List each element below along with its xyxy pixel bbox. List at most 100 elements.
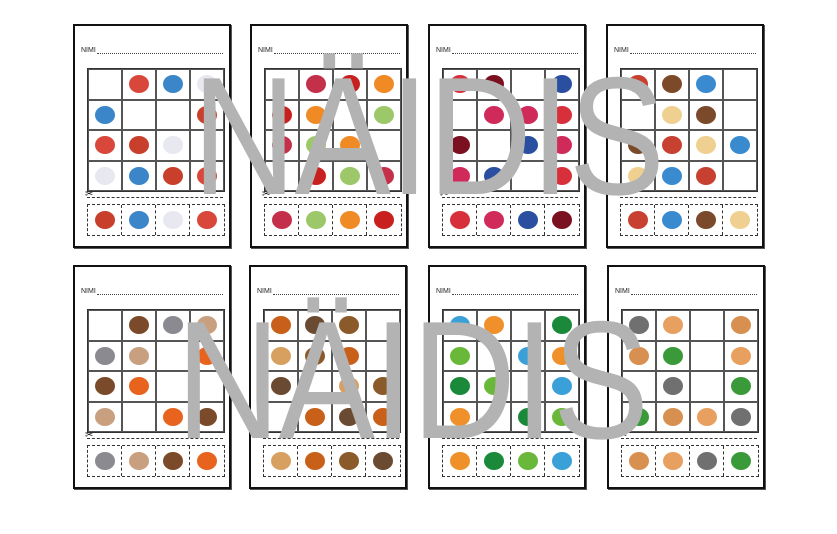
worksheet-card[interactable]: NIMI ✂ — [249, 265, 407, 489]
cutout-strip — [264, 204, 402, 236]
cutout-piece — [724, 446, 758, 476]
turtle-icon — [629, 407, 649, 426]
grid-cell — [511, 130, 545, 161]
cutout-piece — [156, 205, 190, 235]
grid-cell — [690, 310, 724, 341]
hamster-icon — [731, 346, 751, 365]
cabbage-icon — [340, 166, 360, 185]
worksheet-card[interactable]: NIMI ✂ — [606, 24, 764, 248]
cutout-piece — [298, 446, 332, 476]
horse-icon — [628, 166, 648, 185]
beaver-icon — [305, 346, 325, 365]
grid-cell — [511, 371, 545, 402]
train-icon — [662, 136, 682, 155]
bin-icon — [518, 407, 538, 426]
grid-cell — [156, 99, 190, 130]
grid-cell — [88, 130, 122, 161]
grid-cell — [366, 340, 400, 371]
cherry-icon — [484, 75, 504, 94]
cutout-piece — [622, 446, 656, 476]
beaver-icon — [338, 452, 359, 470]
worksheet-card[interactable]: NIMI ✂ — [428, 265, 586, 489]
train-icon — [696, 166, 716, 185]
grid-cell — [656, 371, 690, 402]
plane-icon — [163, 136, 183, 155]
grid-cell — [88, 371, 122, 402]
grid-cell — [622, 310, 656, 341]
puzzle-grid — [263, 309, 401, 433]
truck-icon — [662, 166, 682, 185]
bear-icon — [662, 75, 682, 94]
cutout-piece — [477, 205, 511, 235]
grid-cell — [724, 401, 758, 432]
worksheet-card[interactable]: NIMI ✂ — [73, 24, 231, 248]
grid-cell — [511, 340, 545, 371]
grid-cell — [122, 401, 156, 432]
grid-cell — [477, 401, 511, 432]
grid-cell — [298, 401, 332, 432]
cut-line — [87, 197, 223, 198]
grid-cell — [723, 160, 757, 191]
bear-icon — [695, 211, 716, 229]
grid-cell — [88, 99, 122, 130]
grid-cell — [511, 310, 545, 341]
name-field: NIMI — [257, 288, 399, 295]
cat-icon — [731, 407, 751, 426]
cutout-piece — [88, 446, 122, 476]
worksheet-card[interactable]: NIMI ✂ — [73, 265, 231, 489]
grid-cell — [298, 340, 332, 371]
grid-cell — [655, 160, 689, 191]
grid-cell — [298, 310, 332, 341]
cutout-piece — [545, 446, 579, 476]
cutout-piece — [190, 205, 224, 235]
hedgehog-icon — [305, 316, 325, 335]
grid-cell — [621, 69, 655, 100]
plane-icon — [197, 75, 217, 94]
grid-cell — [477, 160, 511, 191]
grid-cell — [332, 371, 366, 402]
name-field: NIMI — [615, 288, 757, 295]
grid-cell — [443, 130, 477, 161]
puzzle-grid — [87, 68, 225, 192]
grid-cell — [190, 160, 224, 191]
cutout-piece — [88, 205, 122, 235]
rabbit-icon — [95, 407, 115, 426]
hamster-icon — [697, 407, 717, 426]
blueberry-icon — [484, 166, 504, 185]
grid-cell — [655, 69, 689, 100]
grid-cell — [689, 160, 723, 191]
squirrel-icon — [373, 407, 393, 426]
grid-cell — [477, 130, 511, 161]
grid-cell — [122, 310, 156, 341]
cutout-piece — [511, 205, 545, 235]
puzzle-grid — [442, 309, 580, 433]
worksheet-card[interactable]: NIMI ✂ — [607, 265, 765, 489]
grid-cell — [545, 371, 579, 402]
dog-icon — [629, 346, 649, 365]
worksheet-card[interactable]: NIMI ✂ — [250, 24, 408, 248]
grid-cell — [367, 160, 401, 191]
bear-icon — [129, 316, 149, 335]
worksheet-card[interactable]: NIMI ✂ — [428, 24, 586, 248]
cut-line — [442, 197, 578, 198]
cutout-piece — [621, 205, 655, 235]
cut-line — [264, 197, 400, 198]
train-icon — [628, 75, 648, 94]
grid-cell — [477, 99, 511, 130]
grid-cell — [545, 340, 579, 371]
strawberry-icon — [552, 105, 572, 124]
grid-cell — [689, 130, 723, 161]
grid-cell — [621, 130, 655, 161]
biplane-icon — [129, 136, 149, 155]
carrot-icon — [339, 211, 360, 229]
name-field: NIMI — [81, 288, 223, 295]
squirrel-icon — [304, 452, 325, 470]
grid-cell — [511, 160, 545, 191]
grid-cell — [622, 401, 656, 432]
cutout-piece — [367, 205, 401, 235]
name-field: NIMI — [614, 47, 756, 54]
grid-cell — [622, 340, 656, 371]
strawberry-icon — [552, 166, 572, 185]
horse-icon — [662, 105, 682, 124]
grid-cell — [156, 401, 190, 432]
